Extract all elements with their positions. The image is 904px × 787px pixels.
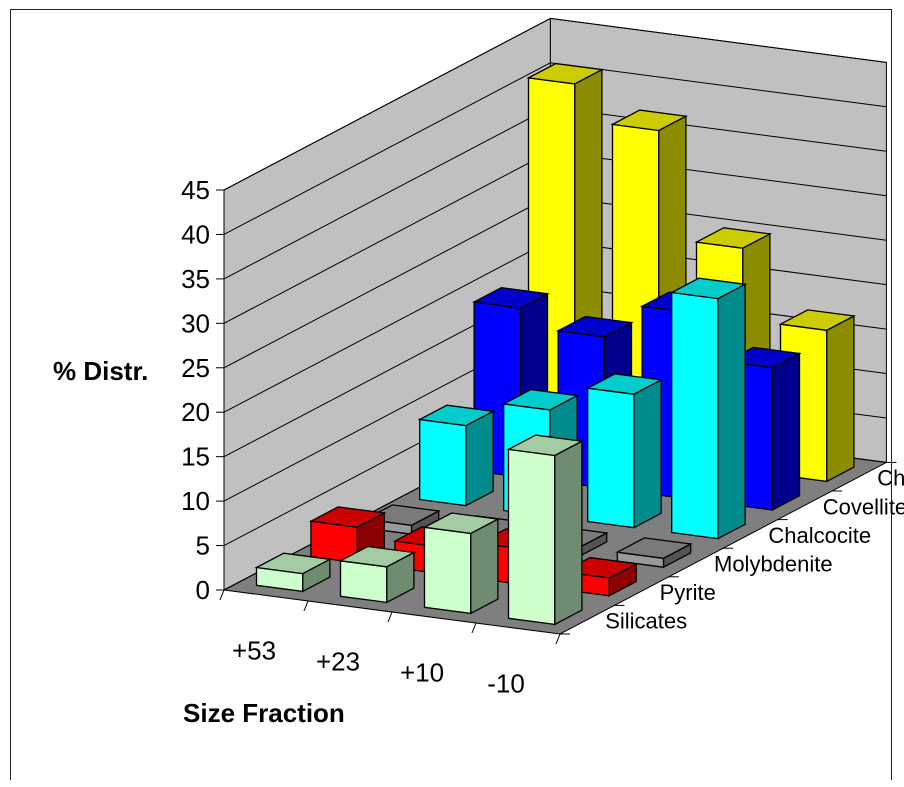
bar	[615, 537, 693, 569]
y-tick-label: 35	[181, 264, 210, 294]
y-tick-label: 5	[196, 531, 210, 561]
y-tick-label: 20	[181, 397, 210, 427]
x-tick-label: +53	[232, 636, 276, 666]
series-label: Chalcocite	[768, 523, 871, 548]
y-axis-title: % Distr.	[53, 356, 148, 386]
bar	[417, 404, 496, 507]
x-tick-mark	[387, 611, 393, 623]
y-tick-label: 40	[181, 219, 210, 249]
y-tick-label: 10	[181, 486, 210, 516]
y-tick-label: 0	[196, 575, 210, 605]
bar	[254, 552, 333, 593]
bar	[422, 512, 501, 615]
y-tick-label: 45	[181, 175, 210, 205]
x-tick-mark	[555, 633, 561, 645]
x-axis-title: Size Fraction	[183, 698, 345, 728]
series-label: Covellite	[823, 494, 904, 519]
y-tick-label: 30	[181, 308, 210, 338]
bar	[338, 545, 417, 604]
bar	[585, 373, 664, 529]
x-tick-label: -10	[487, 669, 525, 699]
series-label: Pyrite	[660, 580, 716, 605]
series-label: Silicates	[605, 609, 687, 634]
gridline	[223, 62, 887, 235]
series-label: Molybdenite	[714, 552, 833, 577]
x-tick-mark	[471, 622, 477, 634]
series-label: Chalcopyrite	[877, 466, 904, 491]
x-tick-mark	[303, 600, 309, 612]
bar	[669, 277, 748, 540]
x-tick-label: +10	[400, 658, 444, 688]
x-tick-mark	[219, 589, 225, 601]
x-tick-label: +23	[316, 647, 360, 677]
bar	[506, 434, 585, 626]
y-tick-label: 25	[181, 353, 210, 383]
gridline	[223, 17, 887, 191]
y-tick-label: 15	[181, 442, 210, 472]
